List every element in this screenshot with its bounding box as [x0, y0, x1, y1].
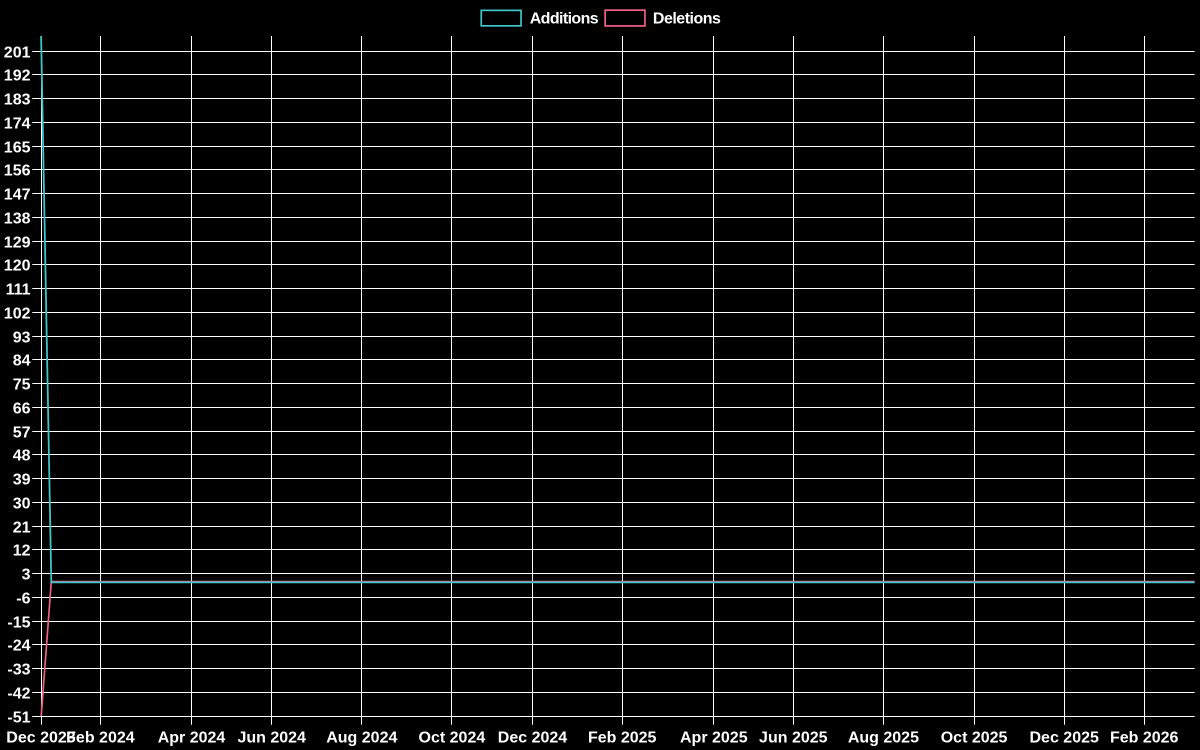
- svg-text:Dec 2024: Dec 2024: [498, 730, 567, 747]
- svg-text:Aug 2024: Aug 2024: [326, 730, 397, 747]
- svg-text:-24: -24: [7, 637, 30, 654]
- svg-text:Oct 2024: Oct 2024: [419, 730, 486, 747]
- svg-text:84: 84: [13, 352, 31, 369]
- svg-text:174: 174: [4, 115, 31, 132]
- svg-text:102: 102: [4, 305, 31, 322]
- svg-text:Jun 2025: Jun 2025: [759, 730, 828, 747]
- svg-text:3: 3: [22, 566, 31, 583]
- svg-text:Apr 2025: Apr 2025: [680, 730, 748, 747]
- svg-text:-6: -6: [16, 590, 30, 607]
- svg-text:Dec 2023: Dec 2023: [6, 730, 75, 747]
- svg-text:66: 66: [13, 400, 31, 417]
- svg-text:165: 165: [4, 139, 31, 156]
- svg-text:Deletions: Deletions: [653, 11, 721, 28]
- svg-text:192: 192: [4, 67, 31, 84]
- svg-text:12: 12: [13, 542, 31, 559]
- svg-text:48: 48: [13, 447, 31, 464]
- svg-text:Apr 2024: Apr 2024: [158, 730, 226, 747]
- svg-text:111: 111: [6, 281, 31, 298]
- svg-text:Feb 2026: Feb 2026: [1110, 730, 1179, 747]
- svg-text:39: 39: [13, 471, 31, 488]
- svg-text:138: 138: [4, 210, 31, 227]
- svg-text:120: 120: [4, 257, 31, 274]
- svg-text:129: 129: [4, 234, 31, 251]
- svg-text:-15: -15: [7, 614, 30, 631]
- svg-text:Feb 2025: Feb 2025: [588, 730, 657, 747]
- svg-text:-42: -42: [7, 685, 30, 702]
- svg-text:57: 57: [13, 424, 31, 441]
- svg-text:Jun 2024: Jun 2024: [237, 730, 306, 747]
- svg-text:30: 30: [13, 495, 31, 512]
- svg-text:201: 201: [4, 44, 31, 61]
- svg-text:93: 93: [13, 329, 31, 346]
- svg-text:-51: -51: [7, 709, 30, 726]
- svg-text:156: 156: [4, 162, 31, 179]
- svg-text:Aug 2025: Aug 2025: [848, 730, 919, 747]
- svg-text:75: 75: [13, 376, 31, 393]
- svg-text:Oct 2025: Oct 2025: [941, 730, 1008, 747]
- svg-text:Additions: Additions: [530, 11, 599, 28]
- svg-text:-33: -33: [7, 661, 30, 678]
- svg-text:Feb 2024: Feb 2024: [66, 730, 135, 747]
- svg-text:Dec 2025: Dec 2025: [1030, 730, 1099, 747]
- svg-text:183: 183: [4, 91, 31, 108]
- svg-text:21: 21: [13, 519, 31, 536]
- svg-text:147: 147: [4, 186, 31, 203]
